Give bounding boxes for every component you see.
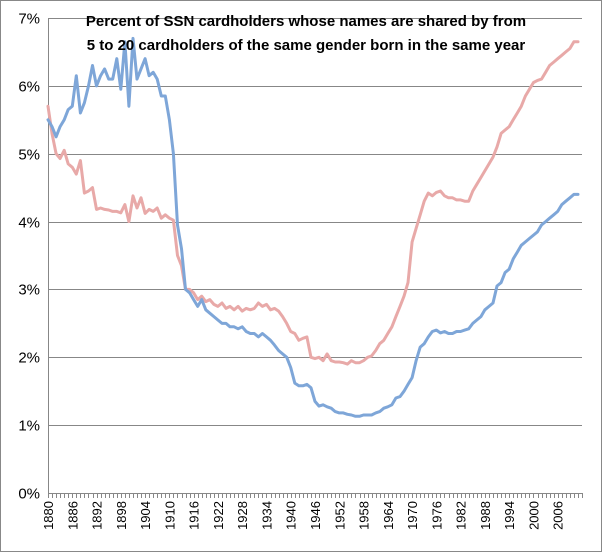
x-tick-label: 1892	[90, 501, 105, 530]
y-tick-label: 4%	[18, 215, 40, 232]
x-tick-label: 1886	[65, 501, 80, 530]
series-line-2	[46, 36, 580, 418]
x-tick-label: 1916	[187, 501, 202, 530]
x-tick-label: 1880	[41, 501, 56, 530]
y-tick-label: 2%	[18, 350, 40, 367]
y-tick-label: 3%	[18, 282, 40, 299]
series-lines	[46, 36, 580, 418]
y-tick-labels: 0% 1% 2% 3% 4% 5% 6% 7%	[18, 11, 40, 503]
x-tick-labels: 1880 1886 1892 1898 1904 1910 1916 1922 1928 1934…	[41, 501, 566, 530]
x-tick-label: 1922	[211, 501, 226, 530]
x-tick-label: 2000	[527, 501, 542, 530]
chart-title-line-2: 5 to 20 cardholders of the same gender b…	[87, 37, 526, 54]
x-tick-label: 1964	[381, 501, 396, 530]
x-tick-label: 1946	[308, 501, 323, 530]
x-tick-label: 1952	[332, 501, 347, 530]
x-tick-label: 1970	[405, 501, 420, 530]
x-tick-label: 1988	[478, 501, 493, 530]
y-tick-label: 0%	[18, 486, 40, 503]
y-tick-label: 7%	[18, 11, 40, 28]
y-tick-label: 5%	[18, 147, 40, 164]
x-tick-label: 1910	[162, 501, 177, 530]
chart-title-line-1: Percent of SSN cardholders whose names a…	[86, 13, 526, 30]
axes	[48, 18, 583, 498]
x-tick-label: 2006	[551, 501, 566, 530]
y-tick-label: 1%	[18, 418, 40, 435]
x-tick-label: 1928	[235, 501, 250, 530]
x-tick-label: 1982	[454, 501, 469, 530]
x-tick-label: 1904	[138, 501, 153, 530]
x-tick-label: 1976	[429, 501, 444, 530]
x-tick-label: 1994	[502, 501, 517, 530]
x-tick-label: 1958	[357, 501, 372, 530]
x-tick-label: 1940	[284, 501, 299, 530]
gridlines	[48, 18, 582, 426]
y-tick-label: 6%	[18, 79, 40, 96]
x-tick-label: 1934	[260, 501, 275, 530]
series-line-1	[46, 40, 580, 366]
x-tick-label: 1898	[114, 501, 129, 530]
